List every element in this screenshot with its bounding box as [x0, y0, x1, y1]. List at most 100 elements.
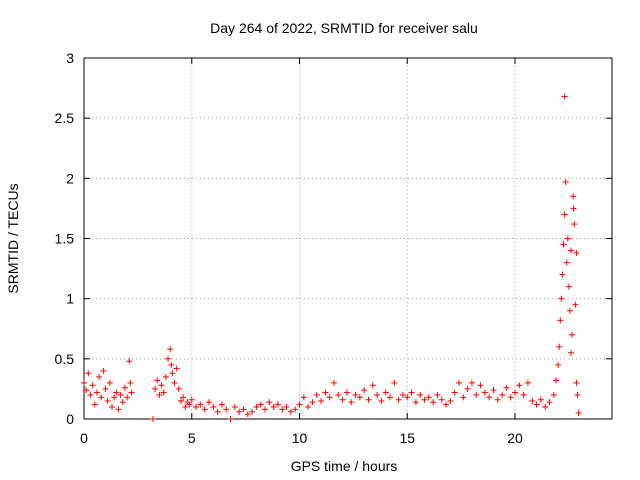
data-point [573, 249, 580, 256]
data-point [210, 403, 217, 410]
data-point [361, 387, 368, 394]
data-point [188, 396, 195, 403]
data-point [477, 382, 484, 389]
y-tick-label: 2.5 [55, 110, 75, 126]
data-point [126, 358, 133, 365]
data-point [240, 406, 247, 413]
data-point [557, 317, 564, 324]
data-point [182, 403, 189, 410]
chart-title: Day 264 of 2022, SRMTID for receiver sal… [210, 20, 478, 36]
data-point [552, 377, 559, 384]
data-point [569, 331, 576, 338]
data-point [262, 406, 269, 413]
y-tick-label: 3 [66, 50, 74, 66]
data-point [339, 396, 346, 403]
data-point [369, 382, 376, 389]
data-point [113, 389, 120, 396]
data-point [542, 403, 549, 410]
data-point [274, 401, 281, 408]
data-point [173, 365, 180, 372]
data-point [117, 391, 124, 398]
data-point [365, 396, 372, 403]
data-point [473, 391, 480, 398]
data-point [152, 385, 159, 392]
data-point [562, 178, 569, 185]
data-point [395, 396, 402, 403]
data-point [89, 382, 96, 389]
data-point [283, 403, 290, 410]
data-point [98, 394, 105, 401]
data-point [100, 367, 107, 374]
data-point [533, 401, 540, 408]
data-point [326, 394, 333, 401]
data-point [149, 416, 156, 422]
data-point [565, 283, 572, 290]
data-point [443, 401, 450, 408]
data-point [309, 399, 316, 406]
data-point [102, 385, 109, 392]
data-point [257, 401, 264, 408]
data-point [571, 221, 578, 228]
data-point [374, 391, 381, 398]
data-point [568, 349, 575, 356]
data-point [460, 394, 467, 401]
data-point [111, 394, 118, 401]
data-point [305, 403, 312, 410]
data-point [119, 399, 126, 406]
data-point [93, 389, 100, 396]
data-point [81, 379, 87, 386]
data-point [574, 391, 581, 398]
data-point [231, 403, 238, 410]
data-point [165, 355, 172, 362]
data-point [455, 379, 462, 386]
data-point [558, 295, 565, 302]
data-point [160, 389, 167, 396]
x-tick-label: 5 [188, 430, 196, 446]
data-point [83, 387, 90, 394]
x-tick-label: 0 [80, 430, 88, 446]
data-point [128, 389, 135, 396]
data-point [378, 397, 385, 404]
data-point [566, 307, 573, 314]
data-point [197, 401, 204, 408]
data-point [451, 389, 458, 396]
data-point [244, 411, 251, 418]
data-point [154, 377, 161, 384]
data-point [356, 394, 363, 401]
data-point [279, 406, 286, 413]
data-point [550, 391, 557, 398]
data-point [201, 406, 208, 413]
data-point [253, 403, 260, 410]
data-point [412, 399, 419, 406]
data-point [106, 379, 113, 386]
data-point [104, 397, 111, 404]
data-point [322, 389, 329, 396]
data-point [572, 301, 579, 308]
data-point [330, 379, 337, 386]
data-point [399, 391, 406, 398]
data-point [169, 370, 176, 377]
x-tick-label: 20 [507, 430, 523, 446]
data-point [438, 396, 445, 403]
data-point [167, 346, 174, 353]
y-axis-label: SRMTID / TECUs [5, 183, 21, 293]
data-point [158, 382, 165, 389]
data-point [236, 408, 243, 415]
data-point [404, 394, 411, 401]
data-point [352, 391, 359, 398]
data-point [205, 399, 212, 406]
y-tick-label: 0.5 [55, 351, 75, 367]
data-point [249, 408, 256, 415]
data-point [555, 361, 562, 368]
data-point [529, 397, 536, 404]
x-axis-label: GPS time / hours [291, 458, 398, 474]
data-point [512, 389, 519, 396]
data-point [223, 406, 230, 413]
data-point [186, 401, 193, 408]
data-point [87, 391, 94, 398]
data-point [524, 379, 531, 386]
data-point [127, 379, 134, 386]
data-point [287, 408, 294, 415]
data-point [421, 396, 428, 403]
